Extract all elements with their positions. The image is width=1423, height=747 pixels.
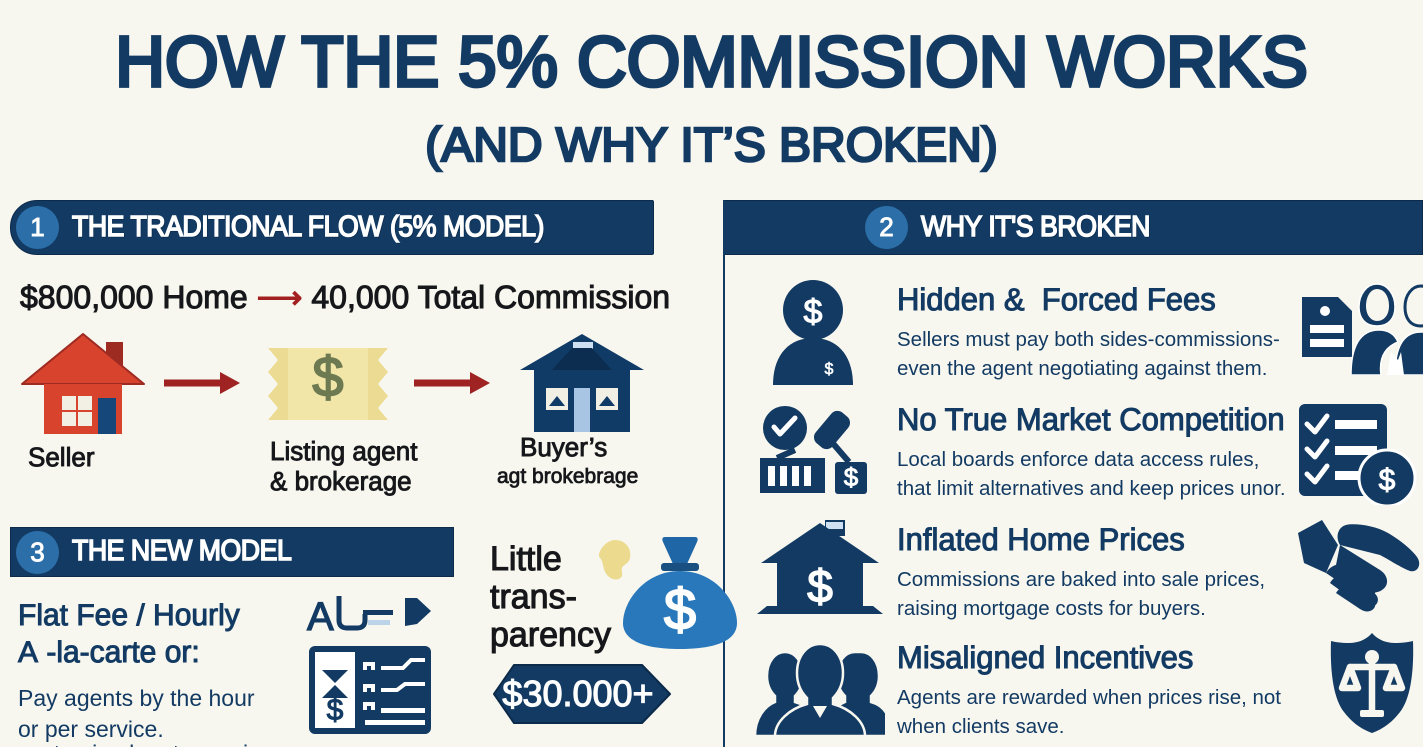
svg-text:$: $ — [843, 462, 859, 492]
svg-text:$30.000+: $30.000+ — [501, 673, 653, 714]
svg-text:$: $ — [663, 577, 697, 642]
svg-text:$: $ — [824, 360, 834, 378]
svg-text:$: $ — [1378, 464, 1396, 497]
svg-text:$: $ — [803, 293, 823, 331]
svg-text:A: A — [306, 595, 335, 639]
svg-text:$: $ — [311, 345, 344, 408]
svg-text:$: $ — [806, 560, 833, 612]
svg-text:$: $ — [326, 694, 344, 727]
